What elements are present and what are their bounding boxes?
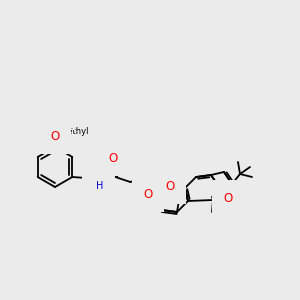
Text: O: O xyxy=(50,130,60,142)
Text: O: O xyxy=(165,179,175,193)
Text: methoxy_stub: methoxy_stub xyxy=(64,127,74,129)
Text: N: N xyxy=(94,172,103,185)
Text: O: O xyxy=(50,130,60,142)
Text: Methyl: Methyl xyxy=(60,127,88,136)
Text: O: O xyxy=(109,152,118,164)
Text: H: H xyxy=(96,181,103,191)
Text: O: O xyxy=(224,191,232,205)
Text: O: O xyxy=(143,188,153,200)
